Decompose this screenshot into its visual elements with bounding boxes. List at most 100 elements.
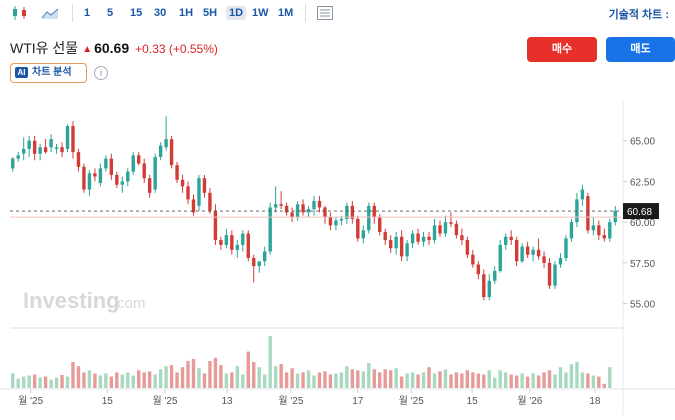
volume-bar bbox=[345, 366, 349, 388]
volume-bar bbox=[142, 372, 146, 388]
candle bbox=[312, 196, 316, 216]
candle-body bbox=[569, 222, 574, 239]
candle bbox=[241, 230, 245, 252]
sell-button[interactable]: 매도 bbox=[606, 37, 675, 62]
y-tick-label: 60.00 bbox=[630, 218, 655, 229]
candle-body bbox=[383, 231, 387, 241]
ai-chart-analysis-button[interactable]: AI 차트 분석 bbox=[10, 63, 87, 83]
candle-body bbox=[465, 240, 470, 255]
volume-bar bbox=[416, 374, 420, 388]
candle bbox=[126, 168, 130, 187]
candle bbox=[449, 212, 453, 228]
volume-bar bbox=[263, 374, 267, 388]
candle-body bbox=[547, 262, 552, 286]
candle bbox=[591, 217, 596, 236]
candle bbox=[257, 261, 261, 273]
volume-bar bbox=[54, 377, 59, 388]
volume-bar bbox=[11, 373, 15, 388]
candle bbox=[252, 254, 256, 283]
volume-bar bbox=[290, 368, 294, 388]
price-chart[interactable]: Investing .com 65.00 62.50 60.00 57.50 55.00… bbox=[0, 100, 675, 415]
buy-button[interactable]: 매수 bbox=[527, 37, 597, 62]
candle bbox=[273, 186, 278, 213]
candle-body bbox=[608, 222, 612, 239]
candle-body bbox=[126, 171, 130, 182]
volume-bar bbox=[525, 376, 530, 388]
x-tick-label: 월 '25 bbox=[399, 395, 424, 407]
volume-bar bbox=[356, 370, 360, 388]
candle-body bbox=[235, 244, 240, 250]
candle-body bbox=[482, 274, 486, 298]
candle-body bbox=[147, 178, 152, 193]
candle bbox=[564, 235, 568, 262]
volume-bar bbox=[224, 373, 229, 388]
candle bbox=[536, 238, 541, 260]
candle bbox=[43, 139, 48, 154]
candle bbox=[553, 261, 557, 289]
area-chart-icon[interactable] bbox=[40, 4, 60, 22]
timeframe-15[interactable]: 15 bbox=[130, 7, 143, 19]
candle-body bbox=[224, 235, 229, 245]
instrument-name: WTI유 선물 bbox=[10, 40, 79, 56]
change-value: +0.33 bbox=[135, 42, 166, 56]
candle bbox=[224, 228, 229, 249]
candle-body bbox=[432, 225, 437, 241]
candle bbox=[334, 217, 338, 231]
candle-body bbox=[273, 204, 278, 208]
info-icon[interactable]: i bbox=[94, 66, 108, 80]
volume-bar bbox=[399, 376, 404, 388]
timeframe-30[interactable]: 30 bbox=[154, 7, 167, 19]
volume-bar bbox=[219, 365, 223, 388]
candle-body bbox=[98, 168, 103, 184]
candlestick-chart[interactable]: Investing .com 65.00 62.50 60.00 57.50 55.00… bbox=[0, 100, 675, 415]
candle-body bbox=[137, 155, 141, 164]
candle bbox=[328, 212, 333, 231]
timeframe-1w[interactable]: 1W bbox=[252, 7, 269, 19]
candle bbox=[372, 202, 376, 224]
candle-body bbox=[520, 246, 524, 262]
timeframe-5[interactable]: 5 bbox=[107, 7, 114, 19]
candle-body bbox=[613, 210, 617, 223]
candle-body bbox=[268, 207, 272, 252]
volume-bar bbox=[547, 370, 552, 388]
candle-body bbox=[11, 158, 15, 169]
timeframe-1d[interactable]: 1D bbox=[226, 6, 247, 20]
volume-bar bbox=[378, 372, 382, 388]
timeframe-1m[interactable]: 1M bbox=[278, 7, 294, 19]
volume-bar bbox=[339, 372, 344, 388]
volume-bar bbox=[372, 369, 376, 388]
volume-bar bbox=[487, 370, 491, 388]
candlestick-icon[interactable] bbox=[10, 4, 30, 22]
candle bbox=[180, 174, 185, 193]
instrument-header: WTI유 선물 ▲ 60.69 +0.33 (+0.55%) bbox=[10, 38, 218, 56]
timeframe-1[interactable]: 1 bbox=[84, 7, 91, 19]
candle bbox=[580, 184, 585, 206]
chart-settings-icon[interactable] bbox=[315, 4, 335, 22]
volume-bar bbox=[405, 373, 409, 388]
candle bbox=[476, 261, 481, 280]
last-price: 60.69 bbox=[94, 40, 130, 56]
volume-bar bbox=[98, 375, 103, 388]
volume-bar bbox=[273, 366, 278, 388]
candle bbox=[421, 231, 426, 247]
candle-body bbox=[252, 257, 256, 267]
candle-body bbox=[219, 240, 223, 245]
volume-bar bbox=[301, 372, 305, 388]
timeframe-5h[interactable]: 5H bbox=[203, 7, 218, 19]
volume-bar bbox=[449, 374, 453, 388]
candle-body bbox=[509, 236, 513, 241]
candle bbox=[323, 205, 327, 224]
timeframe-1h[interactable]: 1H bbox=[179, 7, 194, 19]
candle bbox=[246, 230, 250, 262]
volume-bar bbox=[65, 376, 70, 388]
volume-bar bbox=[21, 376, 26, 388]
candle-body bbox=[372, 205, 376, 218]
candle-body bbox=[208, 192, 212, 211]
volume-bar bbox=[284, 372, 289, 388]
chart-type-menu[interactable]: 기술적 차트 : bbox=[608, 9, 669, 21]
candle-body bbox=[405, 243, 409, 257]
candle bbox=[290, 207, 294, 223]
candle bbox=[405, 240, 409, 262]
x-tick-label: 월 '26 bbox=[517, 395, 542, 407]
candle-body bbox=[536, 249, 541, 257]
